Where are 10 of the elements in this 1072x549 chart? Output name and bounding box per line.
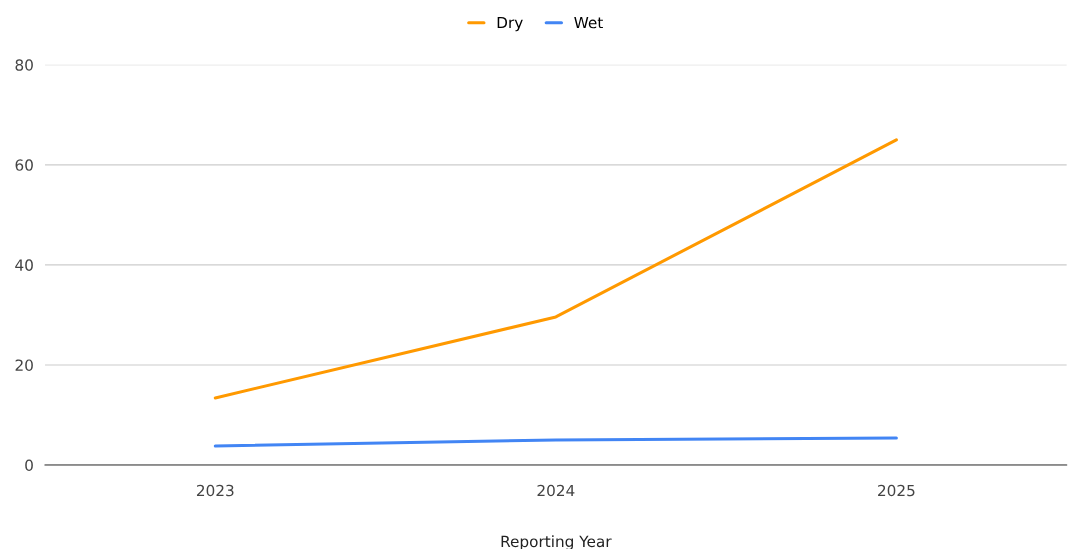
y-tick-label: 80 bbox=[15, 59, 33, 71]
y-tick-label: 0 bbox=[25, 459, 33, 472]
x-tick-label: 2024 bbox=[537, 484, 575, 497]
y-tick-label: 20 bbox=[15, 359, 33, 371]
x-tick-label: 2025 bbox=[878, 484, 915, 497]
y-tick-label: 60 bbox=[15, 159, 33, 171]
legend-label: Wet bbox=[574, 16, 603, 29]
legend-label: Dry bbox=[497, 16, 523, 32]
y-tick-label: 40 bbox=[15, 259, 33, 271]
x-tick-label: 2023 bbox=[196, 484, 234, 497]
